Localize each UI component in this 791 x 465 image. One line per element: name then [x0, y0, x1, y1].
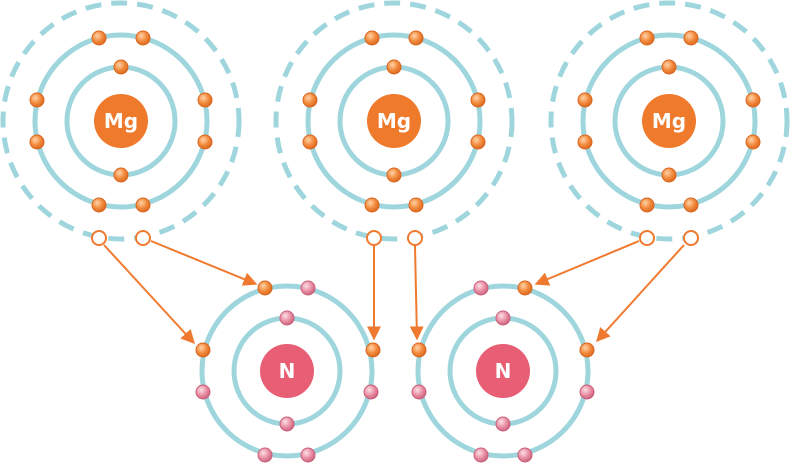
mg3-vacancy-2	[683, 230, 699, 246]
electron	[661, 167, 677, 183]
n2-outer-shell	[415, 283, 591, 459]
n1-symbol: N	[279, 359, 296, 383]
mg1-middle-shell	[32, 32, 210, 210]
mg2-vacancy-2	[407, 230, 423, 246]
gained-electron	[257, 280, 273, 296]
mg1-vacancy-2	[135, 230, 151, 246]
electron	[135, 30, 151, 46]
mg2-middle-shell	[305, 32, 483, 210]
electron	[113, 59, 129, 75]
electron	[470, 134, 486, 150]
electron	[386, 167, 402, 183]
electron	[470, 92, 486, 108]
electron	[683, 30, 699, 46]
arrow-mg1-to-n1-top	[150, 240, 258, 286]
electron	[135, 197, 151, 213]
n1-outer-shell	[199, 283, 375, 459]
n2-symbol: N	[495, 359, 512, 383]
electron	[473, 280, 489, 296]
electron	[91, 30, 107, 46]
electron	[91, 197, 107, 213]
arrow-mg1-to-n1-left	[103, 244, 195, 345]
electron	[302, 92, 318, 108]
mg3-vacancy-1	[639, 230, 655, 246]
electron	[495, 416, 511, 432]
electron	[363, 384, 379, 400]
mg2-symbol: Mg	[377, 109, 411, 133]
mg3-middle-shell	[580, 32, 758, 210]
electron	[302, 134, 318, 150]
gained-electron	[411, 342, 427, 358]
electron	[300, 447, 316, 463]
electron	[29, 134, 45, 150]
electron	[577, 134, 593, 150]
mg3-symbol: Mg	[652, 109, 686, 133]
gained-electron	[195, 342, 211, 358]
gained-electron	[365, 342, 381, 358]
electron	[745, 134, 761, 150]
mg1-nucleus	[94, 94, 148, 148]
n1-electrons	[195, 280, 379, 463]
mg3-nucleus	[642, 94, 696, 148]
n-atom-1: N	[195, 280, 381, 463]
gained-electron	[517, 280, 533, 296]
n1-gained-electrons	[195, 280, 381, 358]
electron	[279, 310, 295, 326]
n-atom-2: N	[411, 280, 595, 463]
electron	[300, 280, 316, 296]
mg-atom-2: Mg	[273, 0, 515, 246]
n2-gained-electrons	[411, 280, 595, 358]
mg-atom-3: Mg	[548, 0, 790, 246]
electron	[639, 30, 655, 46]
electron	[579, 384, 595, 400]
electron	[517, 447, 533, 463]
electron	[473, 447, 489, 463]
electron	[364, 30, 380, 46]
mg-atom-1: Mg	[0, 0, 242, 246]
electron	[257, 447, 273, 463]
mg2-electrons	[302, 30, 486, 213]
electron	[683, 197, 699, 213]
electron	[197, 92, 213, 108]
mg1-electrons	[29, 30, 213, 213]
electron	[495, 310, 511, 326]
electron	[29, 92, 45, 108]
electron	[364, 197, 380, 213]
electron	[411, 384, 427, 400]
electron	[661, 59, 677, 75]
electron	[195, 384, 211, 400]
electron	[197, 134, 213, 150]
arrow-mg2-to-n2-left	[409, 245, 424, 341]
n1-nucleus	[260, 344, 314, 398]
mg1-symbol: Mg	[104, 109, 138, 133]
electron	[745, 92, 761, 108]
electron	[577, 92, 593, 108]
n2-nucleus	[476, 344, 530, 398]
electron	[408, 197, 424, 213]
mg3-outer-shell-dashed	[548, 0, 790, 242]
mg2-outer-shell-dashed	[273, 0, 515, 242]
electron	[386, 59, 402, 75]
electron	[639, 197, 655, 213]
n2-electrons	[411, 280, 595, 463]
mg1-outer-shell-dashed	[0, 0, 242, 242]
mg1-vacancy-1	[91, 230, 107, 246]
gained-electron	[579, 342, 595, 358]
arrow-mg3-to-n2-top	[534, 240, 640, 286]
mg3-electrons	[577, 30, 761, 213]
arrow-mg3-to-n2-right	[596, 244, 685, 343]
mg2-nucleus	[367, 94, 421, 148]
transfer-arrows	[103, 240, 685, 345]
electron	[279, 416, 295, 432]
mg2-vacancy-1	[366, 230, 382, 246]
electron	[408, 30, 424, 46]
electron	[113, 167, 129, 183]
